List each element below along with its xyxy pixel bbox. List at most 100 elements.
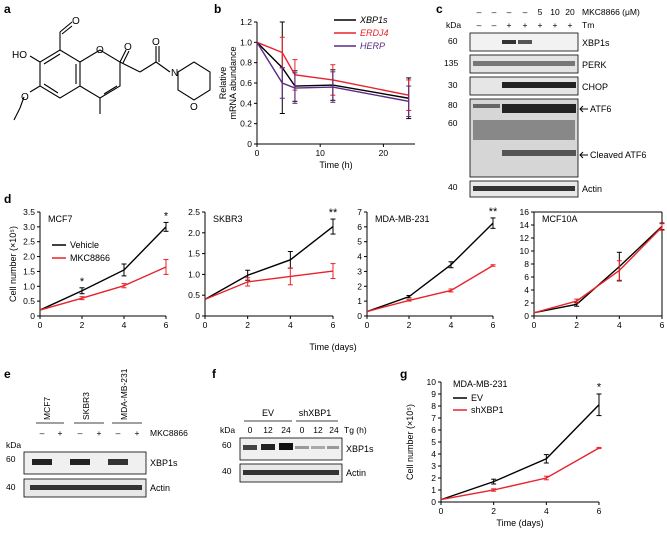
y-tick-label: 10 [520, 246, 530, 256]
x-tick-label: 2 [245, 320, 250, 330]
e-kda-label: kDa [6, 440, 21, 450]
x-axis-label: Time (days) [496, 518, 543, 528]
e-marker-40: 40 [6, 482, 16, 492]
y-tick-label: 0.4 [240, 98, 252, 108]
panel-label-a: a [4, 2, 11, 16]
significance-marker: ** [329, 207, 338, 219]
y-tick-label: 2.5 [23, 237, 35, 247]
x-tick-label: 4 [288, 320, 293, 330]
e-line-mcf7: MCF7 [42, 397, 52, 420]
pyranone-ring [79, 49, 121, 99]
y-tick-label: 0 [431, 497, 436, 507]
y-tick-label: 1.0 [240, 37, 252, 47]
y-tick-label: 0.5 [188, 290, 200, 300]
chart-subtitle: MDA-MB-231 [375, 214, 430, 224]
series-line-mkc8866 [39, 266, 167, 311]
legend-b-herp: HERP [360, 41, 385, 51]
y-tick-label: 5 [357, 237, 362, 247]
panel-label-e: e [4, 367, 11, 381]
x-tick-label: 0 [255, 148, 260, 158]
series-line-mkc8866 [204, 270, 334, 301]
x-tick-label: 6 [597, 506, 602, 516]
y-tick-label: 0 [247, 139, 252, 149]
f-marker-60: 60 [222, 440, 232, 450]
e-label-xbp1s: XBP1s [150, 458, 178, 468]
panel-label-d: d [4, 192, 11, 206]
chart-d-mcf7: 0 2 4 6 0 0.5 1.0 1.5 2.0 2.5 3.0 3.5 * * MCF7 Cell num… [8, 207, 169, 330]
y-tick-label: 5 [431, 437, 436, 447]
y-tick-label: 12 [520, 233, 530, 243]
x-tick-label: 4 [449, 320, 454, 330]
chemical-structure [13, 21, 211, 121]
x-tick-label: 6 [164, 320, 169, 330]
blot-f: EV shXBP1 0 12 24 0 12 24 Tg (h) kDa 60 … [220, 408, 374, 483]
y-tick-label: 1.5 [23, 266, 35, 276]
legend-b: XBP1s ERDJ4 HERP [334, 15, 389, 51]
x-tick-label: 0 [38, 320, 43, 330]
c-tm-val-4: + [523, 20, 528, 30]
x-tick-label: 4 [122, 320, 127, 330]
e-line-mda: MDA-MB-231 [119, 368, 129, 420]
c-mkc-val-5: 5 [538, 7, 543, 17]
y-tick-label: 16 [520, 207, 530, 217]
e-treat-3: – [78, 428, 83, 438]
chart-subtitle: MCF10A [542, 214, 578, 224]
y-tick-label: 1 [357, 296, 362, 306]
e-treat-4: + [97, 428, 102, 438]
significance-marker: * [597, 381, 602, 393]
chart-g-mda-mb-231: 0 2 4 6 0 1 2 3 4 5 6 7 8 9 10 * Time (days) Cell number … [405, 377, 602, 528]
e-treat-2: + [58, 428, 63, 438]
atom-aldehyde-oxygen: O [72, 16, 80, 27]
f-tp-6: 24 [329, 425, 339, 435]
shared-xlabel-d: Time (days) [309, 342, 356, 352]
morpholine-ring [177, 61, 211, 101]
c-mkc-val-4: – [523, 7, 528, 17]
y-tick-label: 8 [524, 259, 529, 269]
y-tick-label: 7 [431, 413, 436, 423]
blot-c: – – – – 5 10 20 – – + + + + + MKC8866 (μ… [444, 7, 646, 198]
y-tick-label: 1.0 [188, 269, 200, 279]
c-bands [473, 40, 576, 191]
c-arrow-atf6 [579, 105, 588, 113]
c-marker-40: 40 [448, 182, 458, 192]
y-tick-label: 10 [427, 377, 437, 387]
e-treat-6: + [135, 428, 140, 438]
chart-d-mda-mb-231: 0 2 4 6 0 1 2 3 4 5 6 7 ** MDA-MB-231 [357, 206, 498, 330]
atom-hydroxyl: HO [12, 50, 27, 61]
y-tick-label: 6 [431, 425, 436, 435]
y-tick-label: 0 [357, 311, 362, 321]
series-line-vehicle [366, 222, 494, 313]
c-marker-30: 30 [448, 80, 458, 90]
chart-b-mrna: 0 10 20 0 0.2 0.4 0.6 0.8 1.0 1.2 Time (h) Relative… [218, 17, 415, 170]
x-tick-label: 0 [439, 506, 444, 516]
significance-marker: * [164, 210, 169, 222]
significance-marker: * [80, 276, 85, 288]
e-treat-5: – [116, 428, 121, 438]
c-label-chop: CHOP [582, 82, 608, 92]
e-line-skbr3: SKBR3 [81, 392, 91, 420]
y-tick-label: 8 [431, 401, 436, 411]
c-mkc-val-3: – [507, 7, 512, 17]
y-tick-label: 3.5 [23, 207, 35, 217]
c-label-perk: PERK [582, 60, 607, 70]
series-line-ev [440, 404, 600, 501]
y-tick-label: 2.5 [188, 207, 200, 217]
y-tick-label: 7 [357, 207, 362, 217]
c-arrow-cleaved [579, 151, 588, 159]
chart-subtitle: MCF7 [48, 214, 73, 224]
x-tick-label: 2 [491, 506, 496, 516]
c-tm-label: Tm [582, 20, 594, 30]
x-tick-label: 2 [80, 320, 85, 330]
legend-g: MDA-MB-231 EV shXBP1 [453, 379, 508, 415]
c-marker-60b: 60 [448, 118, 458, 128]
chart-d-mcf10a: 0 2 4 6 0 2 4 6 8 10 12 14 16 MCF10A [520, 207, 665, 330]
x-tick-label: 4 [617, 320, 622, 330]
y-tick-label: 4 [431, 449, 436, 459]
panel-label-c: c [436, 2, 443, 16]
y-tick-label: 0.6 [240, 78, 252, 88]
c-tm-val-3: + [507, 20, 512, 30]
series-line-shxbp1 [440, 447, 600, 501]
y-tick-label: 0.2 [240, 119, 252, 129]
atom-morpholine-oxygen: O [190, 102, 198, 113]
